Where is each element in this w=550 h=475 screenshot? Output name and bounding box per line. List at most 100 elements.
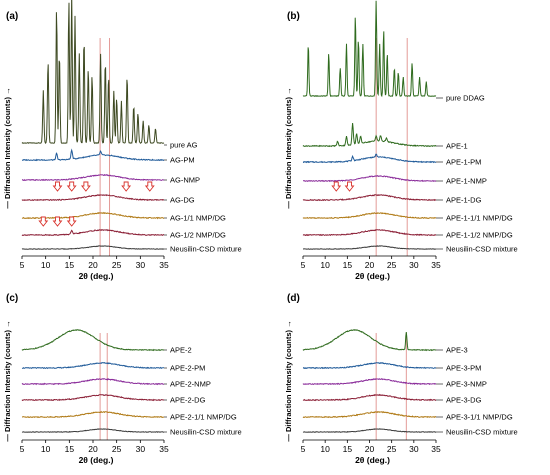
series-label-ag-nmp: AG-NMP bbox=[170, 176, 200, 185]
series-label-ag-pm: AG-PM bbox=[170, 156, 195, 165]
down-arrow-icon bbox=[121, 181, 132, 192]
x-tick-label: 15 bbox=[343, 260, 353, 270]
x-tick-label: 5 bbox=[301, 260, 306, 270]
series-line-ape-3-pm bbox=[302, 361, 437, 370]
series-line-ape-1-1-1-nmp-dg bbox=[302, 212, 437, 220]
down-arrow-icon bbox=[331, 181, 342, 192]
y-axis-label: — Diffraction Intensity (counts) → bbox=[284, 320, 293, 441]
x-axis-title: 2θ (deg.) bbox=[355, 271, 390, 281]
series-line-pure-ddag bbox=[302, 0, 437, 98]
panel-id: (a) bbox=[6, 11, 18, 22]
series-label-ape-3-nmp: APE-3-NMP bbox=[446, 380, 487, 389]
x-tick-label: 10 bbox=[320, 444, 330, 454]
x-tick-label: 15 bbox=[65, 260, 75, 270]
series-label-neusilin-csd-mixture: Neusilin-CSD mixture bbox=[446, 428, 518, 437]
series-label-ape-1-nmp: APE-1-NMP bbox=[446, 177, 487, 186]
series-label-ag-1-2-nmp-dg: AG-1/2 NMP/DG bbox=[170, 231, 226, 240]
x-tick-label: 35 bbox=[159, 260, 169, 270]
x-axis-title: 2θ (deg.) bbox=[355, 455, 390, 465]
series-label-neusilin-csd-mixture: Neusilin-CSD mixture bbox=[170, 245, 242, 254]
series-line-ape-2-pm bbox=[21, 362, 164, 370]
series-line-ape-1-nmp bbox=[303, 174, 437, 183]
series-line-ape-1-1-2-nmp-dg bbox=[302, 228, 437, 237]
x-tick-label: 25 bbox=[112, 260, 122, 270]
x-tick-label: 20 bbox=[88, 444, 98, 454]
series-line-ape-3-1-1-nmp-dg bbox=[302, 411, 437, 419]
series-label-ape-1-1-1-nmp-dg: APE-1-1/1 NMP/DG bbox=[446, 214, 513, 223]
series-line-neusilin-csd-mixture bbox=[21, 245, 165, 250]
series-label-ape-1-1-2-nmp-dg: APE-1-1/2 NMP/DG bbox=[446, 231, 513, 240]
series-line-ag-1-2-nmp-dg bbox=[21, 229, 165, 237]
x-tick-label: 5 bbox=[20, 444, 25, 454]
panel-id: (b) bbox=[287, 11, 300, 22]
series-line-ape-2 bbox=[21, 329, 165, 352]
x-tick-label: 35 bbox=[431, 444, 441, 454]
series-label-pure-ag: pure AG bbox=[170, 141, 198, 150]
series-line-ape-3-nmp bbox=[302, 378, 436, 386]
series-line-neusilin-csd-mixture bbox=[302, 428, 437, 433]
x-tick-label: 20 bbox=[365, 260, 375, 270]
y-axis-label: — Diffraction Intensity (counts) → bbox=[284, 87, 293, 208]
series-line-ape-1-dg bbox=[302, 194, 437, 202]
series-label-ape-2-pm: APE-2-PM bbox=[170, 364, 205, 373]
series-line-ape-2-nmp bbox=[21, 378, 165, 386]
series-label-ape-3-dg: APE-3-DG bbox=[446, 396, 482, 405]
down-arrow-icon bbox=[144, 181, 155, 192]
down-arrow-icon bbox=[66, 181, 77, 192]
x-tick-label: 30 bbox=[409, 260, 419, 270]
x-tick-label: 20 bbox=[365, 444, 375, 454]
series-line-ag-pm bbox=[21, 148, 165, 162]
series-label-ape-2: APE-2 bbox=[170, 346, 192, 355]
series-line-ape-2-dg bbox=[21, 394, 165, 402]
x-tick-label: 25 bbox=[112, 444, 122, 454]
down-arrow-icon bbox=[38, 216, 49, 227]
panel-id: (c) bbox=[6, 293, 18, 304]
down-arrow-icon bbox=[66, 216, 77, 227]
series-label-ape-3-pm: APE-3-PM bbox=[446, 364, 481, 373]
x-tick-label: 30 bbox=[136, 260, 146, 270]
series-line-ag-dg bbox=[21, 194, 164, 202]
series-label-ape-2-nmp: APE-2-NMP bbox=[170, 380, 211, 389]
series-label-ape-2-dg: APE-2-DG bbox=[170, 396, 206, 405]
series-line-pure-ag bbox=[21, 0, 165, 144]
series-label-ape-1-pm: APE-1-PM bbox=[446, 158, 481, 167]
x-axis-title: 2θ (deg.) bbox=[79, 271, 114, 281]
series-label-neusilin-csd-mixture: Neusilin-CSD mixture bbox=[446, 245, 518, 254]
x-tick-label: 10 bbox=[41, 260, 51, 270]
series-line-ape-3-dg bbox=[302, 393, 437, 402]
series-line-ape-3 bbox=[302, 329, 437, 352]
panel-a: (a) — Diffraction Intensity (counts) → 5 10… bbox=[3, 0, 242, 281]
x-tick-label: 15 bbox=[343, 444, 353, 454]
panel-id: (d) bbox=[287, 293, 300, 304]
down-arrow-icon bbox=[52, 181, 63, 192]
x-tick-label: 10 bbox=[320, 260, 330, 270]
x-tick-label: 35 bbox=[431, 260, 441, 270]
series-label-ag-dg: AG-DG bbox=[170, 196, 195, 205]
x-tick-label: 25 bbox=[387, 260, 397, 270]
x-tick-label: 25 bbox=[387, 444, 397, 454]
series-label-ape-3: APE-3 bbox=[446, 346, 468, 355]
x-axis-title: 2θ (deg.) bbox=[79, 455, 114, 465]
x-tick-label: 15 bbox=[65, 444, 75, 454]
series-line-ape-1-pm bbox=[302, 153, 437, 164]
y-axis-label: — Diffraction Intensity (counts) → bbox=[3, 320, 12, 441]
series-line-ape-1 bbox=[302, 123, 437, 148]
series-line-ape-2-1-1-nmp-dg bbox=[22, 410, 165, 419]
series-line-ag-nmp bbox=[21, 173, 165, 182]
x-tick-label: 35 bbox=[159, 444, 169, 454]
series-label-pure-ddag: pure DDAG bbox=[446, 94, 485, 103]
down-arrow-icon bbox=[80, 181, 91, 192]
series-label-ape-1-dg: APE-1-DG bbox=[446, 196, 482, 205]
x-tick-label: 5 bbox=[301, 444, 306, 454]
x-tick-label: 30 bbox=[136, 444, 146, 454]
down-arrow-icon bbox=[52, 216, 63, 227]
series-label-ag-1-1-nmp-dg: AG-1/1 NMP/DG bbox=[170, 214, 226, 223]
x-tick-label: 5 bbox=[20, 260, 25, 270]
series-line-neusilin-csd-mixture bbox=[303, 245, 437, 250]
series-label-ape-3-1-1-nmp-dg: APE-3-1/1 NMP/DG bbox=[446, 413, 513, 422]
x-tick-label: 30 bbox=[409, 444, 419, 454]
panel-c: (c) — Diffraction Intensity (counts) → 5 10… bbox=[3, 293, 242, 465]
series-label-ape-1: APE-1 bbox=[446, 142, 468, 151]
series-label-neusilin-csd-mixture: Neusilin-CSD mixture bbox=[170, 428, 242, 437]
